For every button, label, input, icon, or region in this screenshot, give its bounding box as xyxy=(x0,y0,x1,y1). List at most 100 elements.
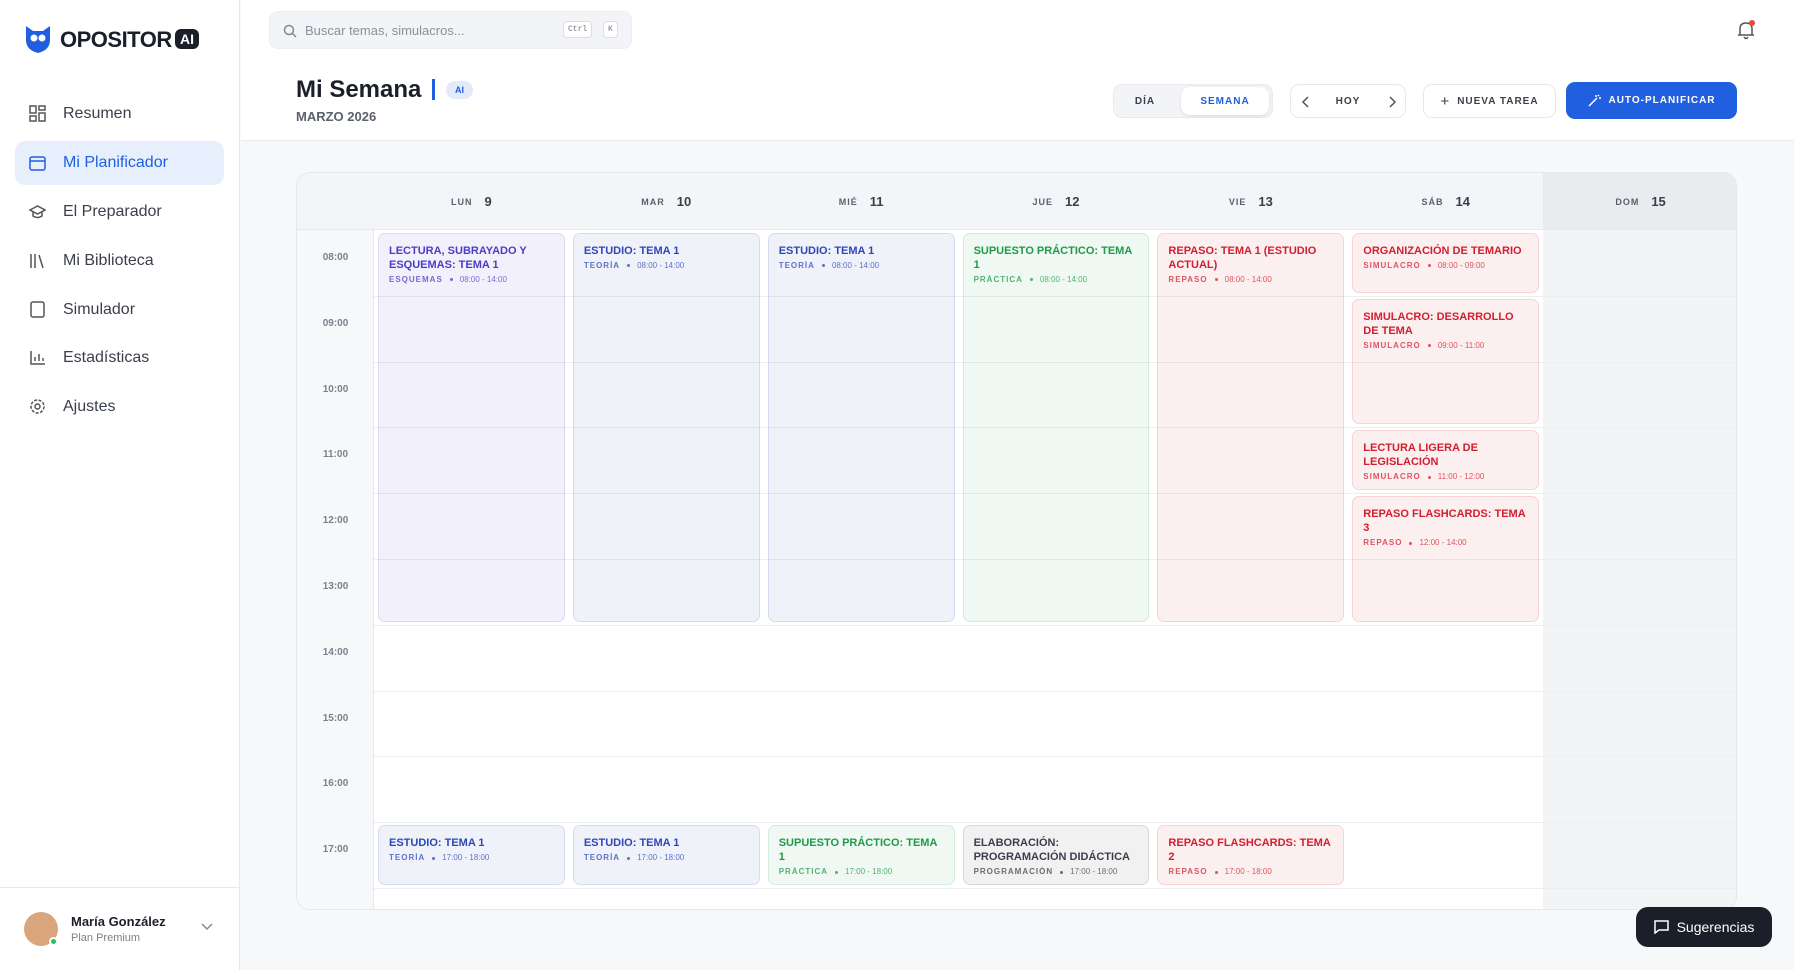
separator-dot xyxy=(1427,475,1431,479)
event-meta: PROGRAMACIÓN 17:00 - 18:00 xyxy=(974,867,1139,876)
event-meta: SIMULACRO 09:00 - 11:00 xyxy=(1363,341,1528,350)
hour-label: 17:00 xyxy=(322,844,349,856)
weekend-column xyxy=(1543,173,1736,909)
separator-dot xyxy=(1214,278,1218,282)
nav-item[interactable]: Ajustes xyxy=(15,385,224,429)
event-title: ORGANIZACIÓN DE TEMARIO xyxy=(1363,245,1522,257)
event[interactable]: SIMULACRO: DESARROLLO DE TEMA SIMULACRO 09… xyxy=(1352,298,1540,425)
event-time: 08:00 - 14:00 xyxy=(1224,275,1272,284)
separator-dot xyxy=(449,278,453,282)
day-date: 10 xyxy=(676,194,692,209)
event-time: 17:00 - 18:00 xyxy=(442,853,490,863)
kbd: Ctrl xyxy=(563,21,593,38)
event-category: ESQUEMAS xyxy=(389,275,443,284)
event[interactable]: REPASO FLASHCARDS: TEMA 2 REPASO 17:00 - 1… xyxy=(1157,825,1345,885)
event[interactable]: LECTURA LIGERA DE LEGISLACIÓN SIMULACRO 11… xyxy=(1352,430,1540,491)
separator-dot xyxy=(627,856,631,860)
event-time: 08:00 - 09:00 xyxy=(1437,261,1485,270)
event-category: PRÁCTICA xyxy=(973,275,1023,284)
icon xyxy=(30,351,45,365)
prev[interactable] xyxy=(1301,96,1311,108)
title-badge: AI xyxy=(446,81,473,99)
nav-label: Ajustes xyxy=(63,398,116,415)
new-task-button[interactable]: + NUEVA TAREA xyxy=(1423,84,1556,118)
event-time: 12:00 - 14:00 xyxy=(1419,538,1467,548)
nav-item[interactable]: Resumen xyxy=(15,92,224,136)
event[interactable]: REPASO FLASHCARDS: TEMA 3 REPASO 12:00 - 1… xyxy=(1352,496,1540,622)
day-header: DOM 15 xyxy=(1543,173,1736,230)
event-meta: TEORÍA 17:00 - 18:00 xyxy=(584,853,749,862)
user-plan: Plan Premium xyxy=(71,932,141,944)
icon xyxy=(29,156,46,171)
event[interactable]: REPASO: TEMA 1 (ESTUDIO ACTUAL) REPASO 08:… xyxy=(1157,233,1345,622)
day-name: LUN xyxy=(451,196,473,207)
event-category: SIMULACRO xyxy=(1363,261,1421,270)
button-label: AUTO-PLANIFICAR xyxy=(1608,95,1716,106)
nav-item[interactable]: Simulador xyxy=(15,288,224,332)
event-meta: TEORÍA 08:00 - 14:00 xyxy=(779,261,944,270)
hour-line xyxy=(374,361,1736,363)
auto-plan-button[interactable]: AUTO-PLANIFICAR xyxy=(1566,82,1737,119)
search-box[interactable]: Buscar temas, simulacros... Ctrl K xyxy=(269,11,632,49)
separator-dot xyxy=(1427,344,1431,348)
hour-label: 13:00 xyxy=(322,581,349,592)
event-title: ESTUDIO: TEMA 1 xyxy=(389,837,485,850)
separator-dot xyxy=(835,870,839,874)
button-label: DÍA xyxy=(1134,95,1156,107)
day-date: 11 xyxy=(869,194,884,209)
nav-label: Mi Biblioteca xyxy=(63,252,154,269)
button-label[interactable]: HOY xyxy=(1335,95,1361,107)
chevron[interactable] xyxy=(200,922,214,932)
event-meta: PRÁCTICA 17:00 - 18:00 xyxy=(779,867,944,876)
logo-badge: AI xyxy=(175,29,199,49)
icon xyxy=(29,105,46,122)
event-time: 11:00 - 12:00 xyxy=(1437,472,1485,482)
hour-line xyxy=(374,295,1736,297)
hour-line xyxy=(374,493,1736,495)
weekend-header xyxy=(1543,173,1736,230)
day-name: SÁB xyxy=(1421,196,1444,207)
event-meta: SIMULACRO 08:00 - 09:00 xyxy=(1363,261,1528,270)
feedback-button[interactable]: Sugerencias xyxy=(1636,907,1772,947)
event-category: SIMULACRO xyxy=(1363,340,1421,350)
event-category: REPASO xyxy=(1168,275,1208,284)
hour-label: 16:00 xyxy=(322,778,349,790)
day-header: MAR 10 xyxy=(569,173,764,230)
notification-bell[interactable] xyxy=(1735,19,1757,41)
separator-dot xyxy=(821,264,825,268)
event-category: TEORÍA xyxy=(778,261,815,270)
event[interactable]: ESTUDIO: TEMA 1 TEORÍA 17:00 - 18:00 xyxy=(572,825,760,885)
button-label: NUEVA TAREA xyxy=(1457,95,1539,107)
day-date: 15 xyxy=(1651,194,1666,209)
event-category: PROGRAMACIÓN xyxy=(973,867,1054,877)
event[interactable]: SUPUESTO PRÁCTICO: TEMA 1 PRÁCTICA 08:00 -… xyxy=(962,233,1150,622)
day-header: MIÉ 11 xyxy=(764,173,959,230)
icon xyxy=(30,399,45,414)
header-row xyxy=(297,173,1736,230)
hour-label: 15:00 xyxy=(322,712,349,724)
view-week[interactable]: SEMANA xyxy=(1181,87,1269,115)
separator-dot xyxy=(1427,264,1431,268)
event[interactable]: SUPUESTO PRÁCTICO: TEMA 1 PRÁCTICA 17:00 -… xyxy=(767,825,955,885)
day-date: 14 xyxy=(1455,194,1470,209)
nav-item[interactable]: El Preparador xyxy=(15,190,224,234)
event[interactable]: ELABORACIÓN: PROGRAMACIÓN DIDÁCTICA PROGR… xyxy=(962,825,1150,885)
hour-label: 08:00 xyxy=(322,252,349,263)
nav-item[interactable]: Mi Biblioteca xyxy=(15,239,224,283)
view-day[interactable]: DÍA xyxy=(1118,84,1172,118)
next[interactable] xyxy=(1387,96,1397,108)
event[interactable]: LECTURA, SUBRAYADO Y ESQUEMAS: TEMA 1 ESQ… xyxy=(378,233,565,622)
event-time: 08:00 - 14:00 xyxy=(459,275,507,284)
event[interactable]: ESTUDIO: TEMA 1 TEORÍA 17:00 - 18:00 xyxy=(378,825,565,885)
button-label: SEMANA xyxy=(1200,95,1250,107)
nav-item[interactable]: Mi Planificador xyxy=(15,141,224,185)
event[interactable]: ORGANIZACIÓN DE TEMARIO SIMULACRO 08:00 - … xyxy=(1352,233,1540,293)
event[interactable]: ESTUDIO: TEMA 1 TEORÍA 08:00 - 14:00 xyxy=(767,233,955,622)
event[interactable]: ESTUDIO: TEMA 1 TEORÍA 08:00 - 14:00 xyxy=(572,233,760,622)
event-time: 09:00 - 11:00 xyxy=(1437,340,1485,350)
event-time: 08:00 - 14:00 xyxy=(1039,275,1088,284)
event-time: 17:00 - 18:00 xyxy=(637,853,685,863)
time-column xyxy=(297,230,374,909)
nav-item[interactable]: Estadísticas xyxy=(15,336,224,380)
